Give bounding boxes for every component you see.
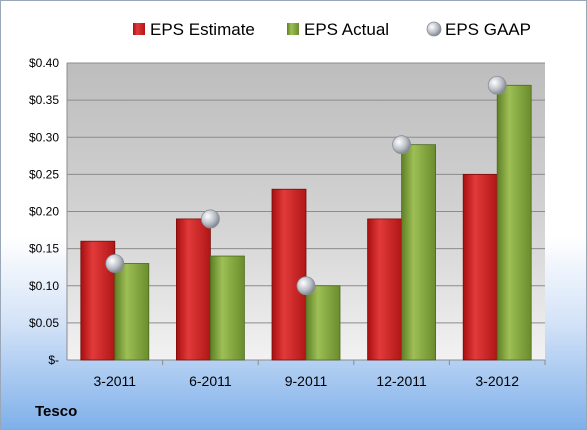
legend-label: EPS Actual — [304, 20, 389, 39]
actual-bar-6-2011 — [209, 255, 245, 361]
gaap-marker-3-2011 — [105, 254, 125, 273]
legend: EPS Estimate EPS Actual EPS GAAP — [133, 20, 531, 39]
y-tick-label: $0.35 — [29, 93, 59, 107]
gaap-marker-6-2011 — [200, 209, 220, 229]
y-tick-label: $0.15 — [29, 242, 59, 256]
estimate-bar-12-2011 — [367, 218, 403, 361]
y-tick-label: $0.40 — [29, 56, 59, 70]
legend-swatch — [287, 23, 299, 35]
legend-swatch-gaap — [426, 21, 442, 37]
y-axis: $- $0.05 $0.10 $0.15 $0.20 $0.25 $0.30 $0.35 $0.… — [29, 56, 68, 367]
estimate-bar-3-2012 — [462, 173, 498, 361]
y-tick-label: $0.25 — [29, 167, 59, 181]
x-category-label: 9-2011 — [285, 373, 328, 389]
legend-label: EPS Estimate — [150, 20, 255, 39]
y-tick-label: $0.30 — [29, 130, 59, 144]
actual-bar-12-2011 — [401, 144, 437, 361]
actual-bar-9-2011 — [305, 285, 341, 361]
legend-label: EPS GAAP — [445, 20, 531, 39]
y-tick-label: $0.05 — [29, 316, 59, 330]
gaap-markers — [105, 75, 507, 296]
estimate-bar-6-2011 — [175, 218, 211, 361]
x-category-label: 3-2012 — [475, 373, 519, 389]
y-tick-label: $0.20 — [29, 205, 59, 219]
company-name: Tesco — [35, 403, 78, 420]
legend-swatch — [133, 23, 145, 35]
x-category-label: 12-2011 — [376, 373, 427, 389]
y-tick-label: $0.10 — [29, 279, 59, 293]
estimate-bar-9-2011 — [271, 188, 307, 361]
y-tick-label: $- — [48, 353, 59, 367]
x-category-label: 3-2011 — [94, 373, 137, 389]
bars — [80, 84, 532, 361]
actual-bar-3-2011 — [114, 263, 150, 361]
gaap-marker-3-2012 — [487, 75, 507, 95]
gaap-marker-9-2011 — [296, 276, 316, 296]
actual-bar-3-2012 — [496, 84, 532, 361]
x-category-label: 6-2011 — [189, 373, 232, 389]
x-axis: 3-2011 6-2011 9-2011 12-2011 3-2012 — [67, 359, 546, 389]
gaap-marker-12-2011 — [392, 135, 412, 155]
